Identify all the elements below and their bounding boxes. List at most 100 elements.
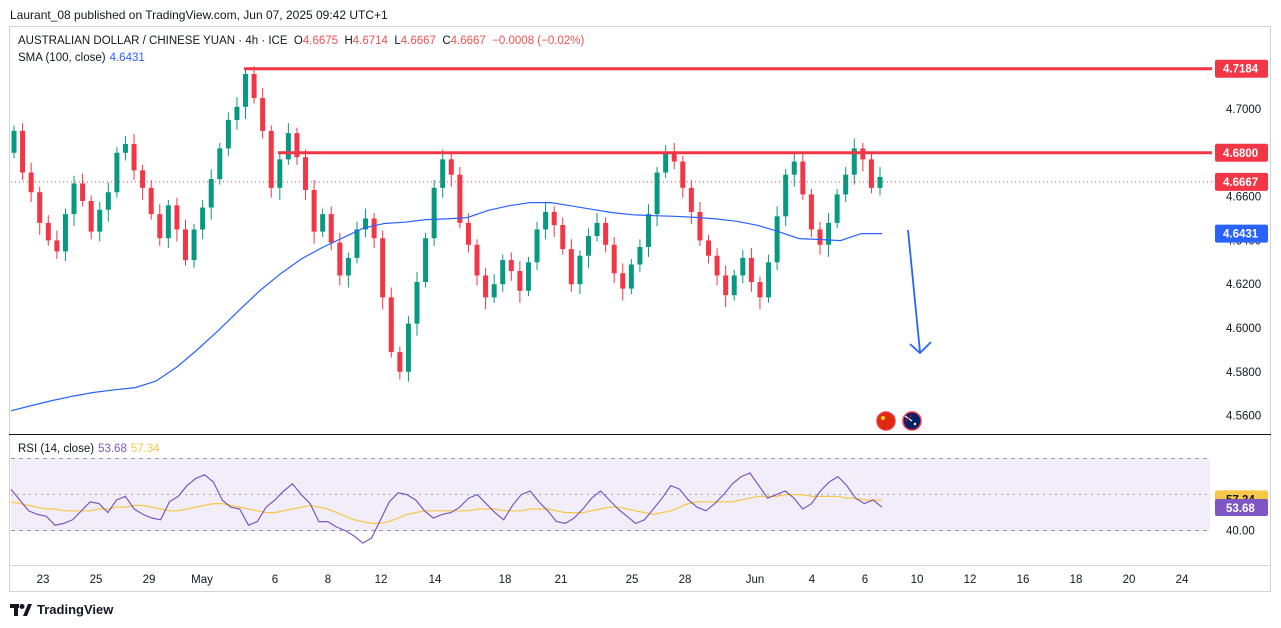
candle-body-32 <box>285 133 291 160</box>
rsi-tag-bg <box>1215 498 1268 516</box>
candle-body-81 <box>706 240 712 256</box>
high-label: H <box>344 35 353 47</box>
candle-body-58 <box>508 260 514 272</box>
candle-body-6 <box>62 214 68 252</box>
candle-body-3 <box>37 192 43 223</box>
candle-body-22 <box>200 207 206 230</box>
candle-body-56 <box>491 284 497 298</box>
close-label: C <box>442 35 451 47</box>
time-tick-3: May <box>191 574 213 586</box>
china-flag-disc <box>876 411 896 431</box>
candle-body-93 <box>808 194 814 230</box>
price-tick-4: 4.6200 <box>1226 279 1261 291</box>
open-label: O <box>293 35 303 47</box>
candle-body-98 <box>851 148 857 175</box>
candle-body-21 <box>191 229 197 261</box>
candle-body-5 <box>54 240 60 252</box>
candle-body-14 <box>131 144 137 171</box>
candle-body-29 <box>260 98 266 131</box>
time-tick-18: 18 <box>1070 574 1083 586</box>
candle-body-16 <box>148 187 154 215</box>
candle-body-77 <box>671 152 677 162</box>
candle-body-11 <box>105 192 111 210</box>
price-tick-2: 4.6600 <box>1226 192 1261 204</box>
candle-body-89 <box>774 216 780 263</box>
candle-body-84 <box>731 275 737 296</box>
candle-body-70 <box>611 244 617 274</box>
time-tick-0: 23 <box>37 574 50 586</box>
candle-body-15 <box>140 170 146 188</box>
candle-body-4 <box>45 222 51 241</box>
candle-body-53 <box>465 222 471 245</box>
candle-body-47 <box>414 282 420 324</box>
time-tick-5: 8 <box>325 574 331 586</box>
candle-body-20 <box>182 229 188 261</box>
instrument-name: AUSTRALIAN DOLLAR / CHINESE YUAN <box>18 35 236 47</box>
candle-body-71 <box>620 273 626 289</box>
price-tag-resistance-top-bg <box>1215 59 1268 78</box>
candle-body-87 <box>757 282 763 298</box>
time-tick-2: 29 <box>143 574 156 586</box>
candle-body-57 <box>500 260 506 285</box>
candle-body-51 <box>448 159 454 175</box>
time-tick-6: 12 <box>375 574 388 586</box>
candle-body-31 <box>277 159 283 188</box>
low-value: 4.6667 <box>400 35 436 47</box>
candle-body-76 <box>663 152 669 173</box>
candle-body-24 <box>217 148 223 180</box>
candle-body-91 <box>791 161 797 175</box>
candle-body-43 <box>380 238 386 298</box>
candle-body-82 <box>714 255 720 276</box>
candle-body-60 <box>525 262 531 291</box>
candle-body-64 <box>560 225 566 250</box>
candle-body-52 <box>457 174 463 223</box>
time-tick-20: 24 <box>1176 574 1189 586</box>
rsi-legend[interactable]: RSI (14, close) 53.68 57.34 <box>18 443 160 455</box>
china-flag-star <box>881 416 885 420</box>
candle-body-95 <box>826 222 832 245</box>
time-tick-4: 6 <box>272 574 278 586</box>
footer-brand: TradingView <box>37 602 114 617</box>
close-value: 4.6667 <box>450 35 486 47</box>
price-tag-resistance-mid-bg <box>1215 143 1268 162</box>
candle-body-68 <box>594 222 600 237</box>
time-tick-19: 20 <box>1123 574 1136 586</box>
candle-body-40 <box>354 229 360 258</box>
candle-body-36 <box>320 214 326 232</box>
china-flag-icon <box>876 411 896 431</box>
candle-body-12 <box>114 152 120 193</box>
candle-body-90 <box>783 174 789 217</box>
time-tick-10: 25 <box>626 574 639 586</box>
australia-flag-cross-b <box>904 414 913 423</box>
price-tag-sma: 4.6431 <box>1223 229 1259 241</box>
candle-body-88 <box>766 262 772 298</box>
price-tick-0: 4.7000 <box>1226 104 1261 116</box>
candle-body-83 <box>723 275 729 296</box>
publisher-line: Laurant_08 published on TradingView.com,… <box>10 8 388 22</box>
candle-body-54 <box>474 244 480 276</box>
time-tick-11: 28 <box>679 574 692 586</box>
rsi-tag: 53.68 <box>1226 503 1255 515</box>
tradingview-logo-icon <box>10 603 32 616</box>
candle-body-100 <box>868 159 874 188</box>
tradingview-footer[interactable]: TradingView <box>10 602 113 617</box>
candle-body-26 <box>234 106 240 120</box>
timeframe[interactable]: 4h <box>245 35 259 47</box>
sma-legend[interactable]: SMA (100, close) 4.6431 <box>18 52 145 64</box>
time-tick-14: 6 <box>862 574 868 586</box>
candle-body-33 <box>294 133 300 158</box>
candle-body-42 <box>371 218 377 239</box>
projection-arrow-shaft <box>907 229 921 353</box>
candle-body-79 <box>688 187 694 212</box>
candle-body-1 <box>20 130 26 173</box>
candle-body-27 <box>243 73 249 107</box>
candle-body-48 <box>423 238 429 283</box>
sma-label: SMA (100, close) <box>18 52 106 64</box>
candle-body-75 <box>654 172 660 215</box>
candle-body-96 <box>834 194 840 223</box>
candle-body-45 <box>397 352 403 372</box>
candle-body-35 <box>311 190 317 232</box>
instrument-legend: AUSTRALIAN DOLLAR / CHINESE YUAN · 4h · … <box>18 35 585 47</box>
time-tick-12: Jun <box>746 574 765 586</box>
